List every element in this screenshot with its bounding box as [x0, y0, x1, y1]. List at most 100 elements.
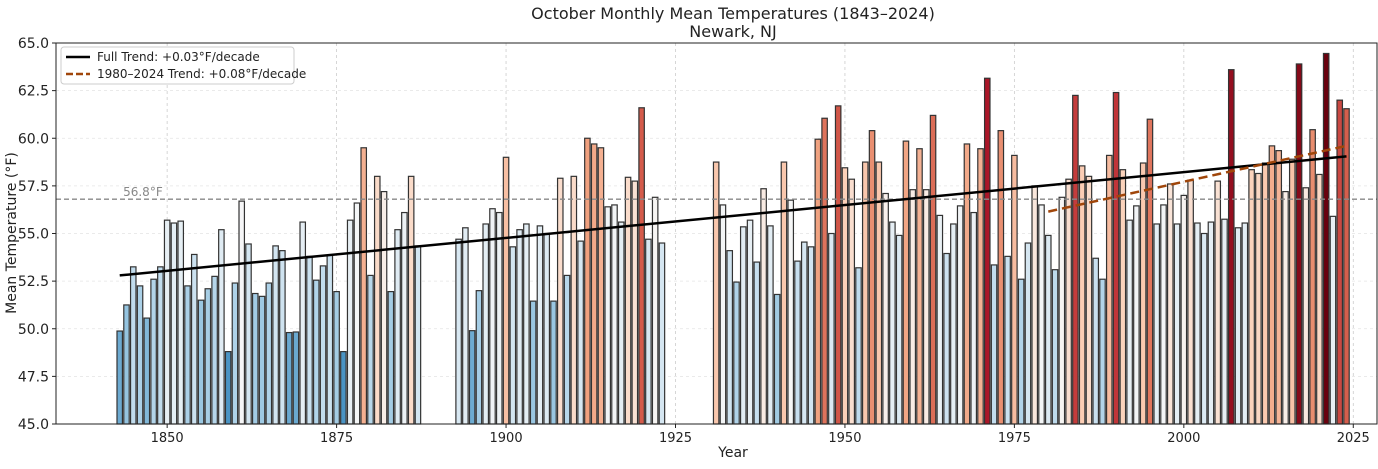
bar-1975: [1011, 154, 1018, 425]
bar-1972: [990, 264, 998, 425]
bar-1952: [855, 267, 862, 425]
bar-1872: [312, 279, 320, 425]
bar-1946: [814, 138, 822, 425]
x-tick-label: 1950: [828, 431, 861, 446]
y-tick-label: 65.0: [18, 36, 49, 52]
bar-1910: [570, 175, 578, 425]
bar-1903: [523, 223, 530, 425]
bar-1999: [1173, 223, 1181, 425]
bar-1876: [340, 351, 347, 425]
bar-2002: [1194, 222, 1201, 425]
bar-2022: [1329, 215, 1337, 425]
bar-1843: [116, 330, 124, 425]
bar-1901: [509, 246, 517, 425]
bar-1990: [1112, 91, 1120, 425]
bar-1923: [658, 242, 666, 425]
bar-1977: [1024, 242, 1032, 425]
bar-1867: [279, 250, 286, 425]
bar-1849: [157, 266, 164, 425]
bar-1869: [292, 331, 300, 425]
bar-1938: [760, 188, 767, 425]
bar-1885: [401, 211, 408, 425]
bar-1957: [889, 221, 896, 425]
x-tick-label: 1925: [659, 431, 692, 446]
bar-2011: [1255, 172, 1262, 425]
bar-2015: [1282, 190, 1289, 425]
bar-1935: [739, 226, 747, 425]
bar-1851: [170, 222, 178, 425]
bar-1879: [360, 147, 368, 425]
bar-1866: [272, 245, 279, 425]
bar-1989: [1105, 154, 1113, 425]
mean-label: 56.8°F: [123, 185, 163, 199]
bar-1953: [861, 161, 869, 425]
bar-1976: [1017, 278, 1025, 425]
bar-1992: [1126, 219, 1133, 425]
bar-1920: [638, 107, 645, 425]
y-tick-label: 57.5: [18, 179, 49, 195]
bar-1986: [1085, 175, 1093, 425]
bar-1908: [556, 177, 564, 425]
legend-label-full-trend: Full Trend: +0.03°F/decade: [97, 50, 260, 64]
bar-1882: [380, 190, 388, 425]
bar-1887: [414, 245, 422, 425]
bar-1868: [285, 331, 293, 425]
bar-1931: [712, 161, 720, 425]
bar-1995: [1146, 118, 1154, 425]
bar-1998: [1166, 183, 1174, 425]
bar-2013: [1268, 145, 1276, 425]
bar-1962: [922, 189, 930, 425]
bar-1855: [197, 299, 205, 425]
bar-1883: [387, 291, 395, 425]
bar-1865: [265, 282, 273, 425]
bar-1971: [983, 77, 991, 425]
bar-1902: [516, 229, 523, 425]
bar-1933: [726, 250, 734, 425]
y-tick-label: 60.0: [18, 131, 49, 147]
bar-1900: [502, 156, 510, 425]
bar-1979: [1038, 204, 1045, 425]
bar-1853: [184, 285, 191, 425]
chart-subtitle: Newark, NJ: [689, 22, 776, 41]
bar-1878: [353, 202, 361, 425]
y-tick-label: 62.5: [18, 84, 49, 100]
bar-1936: [746, 219, 754, 425]
bar-1864: [258, 295, 266, 425]
bar-1937: [753, 261, 761, 425]
bar-1993: [1133, 205, 1140, 425]
bar-1934: [733, 281, 740, 425]
bar-1871: [306, 255, 313, 425]
bar-1907: [550, 300, 557, 425]
bar-1966: [950, 223, 957, 425]
bar-2020: [1316, 173, 1323, 425]
bar-1852: [177, 220, 185, 425]
trend-lines: 56.8°F: [56, 144, 1377, 277]
bar-1917: [617, 221, 625, 425]
bar-1947: [821, 117, 828, 425]
x-tick-label: 1850: [151, 431, 184, 446]
bar-1996: [1153, 223, 1161, 425]
bar-1960: [909, 189, 917, 425]
bar-2008: [1234, 227, 1242, 425]
bar-2000: [1180, 194, 1188, 425]
x-tick-label: 2000: [1167, 431, 1200, 446]
legend-box: [60, 46, 295, 85]
bar-1967: [956, 205, 964, 425]
bar-1943: [794, 260, 801, 425]
bar-1941: [780, 161, 788, 425]
bar-1939: [767, 225, 774, 425]
bar-1983: [1065, 178, 1072, 425]
bar-1997: [1160, 204, 1167, 425]
bar-1899: [495, 211, 503, 425]
bar-2019: [1309, 129, 1316, 425]
bar-1877: [346, 219, 354, 425]
bar-1951: [848, 178, 856, 425]
bar-1980: [1044, 234, 1052, 425]
bar-2004: [1207, 221, 1215, 425]
y-axis-label: Mean Temperature (°F): [4, 152, 20, 314]
bar-1854: [190, 253, 198, 425]
bar-1893: [455, 238, 462, 425]
bar-1954: [868, 130, 876, 425]
bar-1958: [895, 234, 903, 425]
bar-1857: [211, 275, 218, 425]
